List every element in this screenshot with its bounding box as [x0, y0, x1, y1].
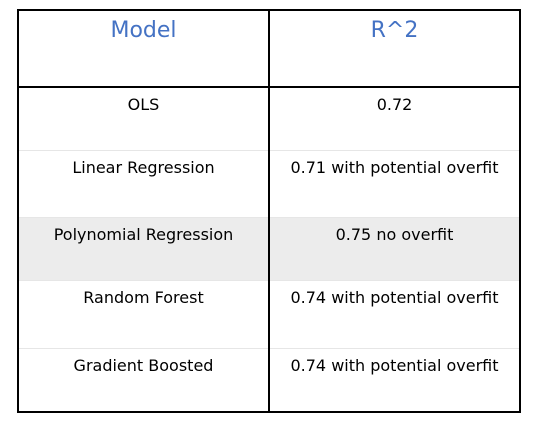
- model-cell: Random Forest: [17, 280, 270, 349]
- model-cell: Gradient Boosted: [17, 348, 270, 413]
- table-row: Random Forest 0.74 with potential overfi…: [17, 280, 521, 349]
- r2-cell: 0.74 with potential overfit: [268, 348, 521, 413]
- r2-cell: 0.74 with potential overfit: [268, 280, 521, 349]
- r2-cell: 0.75 no overfit: [268, 217, 521, 281]
- table-header-row: Model R^2: [17, 9, 521, 88]
- header-model: Model: [17, 9, 270, 88]
- model-cell: Polynomial Regression: [17, 217, 270, 281]
- table-row: Polynomial Regression 0.75 no overfit: [17, 217, 521, 281]
- model-cell: Linear Regression: [17, 150, 270, 218]
- r2-cell: 0.72: [268, 87, 521, 151]
- r2-cell: 0.71 with potential overfit: [268, 150, 521, 218]
- model-comparison-table: Model R^2 OLS 0.72 Linear Regression 0.7…: [17, 9, 521, 413]
- table-row: OLS 0.72: [17, 87, 521, 151]
- table-row: Linear Regression 0.71 with potential ov…: [17, 150, 521, 218]
- header-r2: R^2: [268, 9, 521, 88]
- table-row: Gradient Boosted 0.74 with potential ove…: [17, 348, 521, 413]
- model-cell: OLS: [17, 87, 270, 151]
